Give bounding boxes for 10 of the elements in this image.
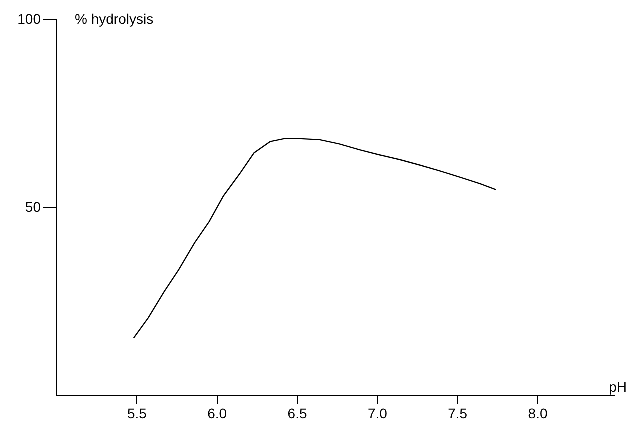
x-tick-label: 7.5 (448, 405, 468, 421)
y-tick-label: 50 (25, 198, 42, 215)
x-tick-label: 8.0 (528, 405, 548, 421)
x-axis-title: pH (609, 378, 627, 395)
y-axis-title: % hydrolysis (75, 10, 154, 27)
x-tick-label: 6.0 (208, 405, 228, 421)
x-tick-label: 6.5 (288, 405, 308, 421)
y-tick-label: 100 (18, 10, 42, 27)
x-tick-label: 7.0 (368, 405, 388, 421)
x-tick-label: 5.5 (127, 405, 148, 421)
